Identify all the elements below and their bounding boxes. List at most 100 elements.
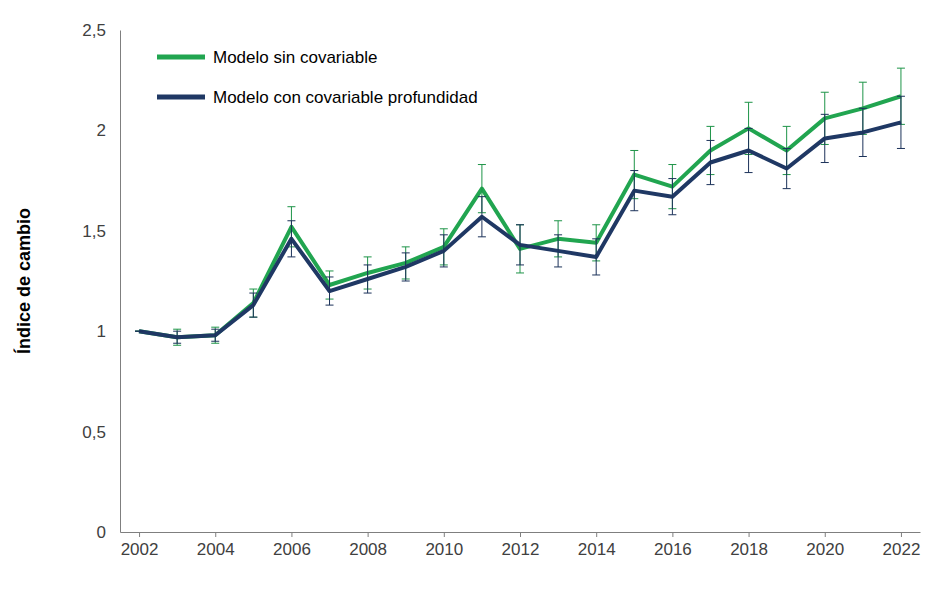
- error-bar: [554, 235, 562, 267]
- x-tick-mark: [749, 532, 750, 537]
- error-bar-cap: [173, 345, 181, 346]
- error-bar-cap: [554, 234, 562, 235]
- legend-swatch: [157, 55, 205, 60]
- error-bar-cap: [554, 266, 562, 267]
- x-tick-mark: [291, 532, 292, 537]
- error-bar-cap: [668, 214, 676, 215]
- x-tick: 2016: [654, 532, 692, 559]
- error-bar-stem: [177, 331, 178, 343]
- x-tick-mark: [444, 532, 445, 537]
- error-bar-cap: [211, 327, 219, 328]
- error-bar-cap: [364, 256, 372, 257]
- error-bar-cap: [364, 264, 372, 265]
- error-bar-cap: [135, 331, 143, 332]
- y-axis-line: [120, 31, 121, 533]
- error-bar: [630, 171, 638, 211]
- series-line: [139, 96, 901, 337]
- error-bar-cap: [135, 331, 143, 332]
- x-tick-label: 2012: [502, 540, 540, 559]
- error-bar-stem: [862, 108, 863, 156]
- x-tick: 2022: [883, 532, 921, 559]
- y-tick: 1,5: [82, 222, 120, 241]
- error-bar-cap: [630, 210, 638, 211]
- error-bar: [706, 140, 714, 184]
- error-bar-cap: [897, 68, 905, 69]
- error-bar-stem: [900, 96, 901, 148]
- error-bar: [745, 128, 753, 172]
- error-bar-stem: [481, 197, 482, 237]
- x-tick-mark: [215, 532, 216, 537]
- x-tick: 2014: [578, 532, 616, 559]
- y-tick-label: 2: [97, 121, 106, 140]
- x-tick: 2006: [273, 532, 311, 559]
- error-bar-cap: [821, 162, 829, 163]
- error-bar-cap: [402, 246, 410, 247]
- error-bar-cap: [249, 293, 257, 294]
- error-bar: [592, 239, 600, 275]
- error-bar: [897, 96, 905, 148]
- x-tick-label: 2010: [425, 540, 463, 559]
- x-tick: 2002: [121, 532, 159, 559]
- error-bar-cap: [516, 272, 524, 273]
- error-bar-cap: [326, 305, 334, 306]
- x-tick-label: 2018: [730, 540, 768, 559]
- error-bar-cap: [859, 108, 867, 109]
- legend-swatch: [157, 95, 205, 100]
- error-bar-stem: [405, 253, 406, 281]
- error-bar-cap: [287, 206, 295, 207]
- error-bar-cap: [745, 128, 753, 129]
- error-bar-stem: [291, 221, 292, 257]
- error-bar: [364, 265, 372, 293]
- x-tick: 2010: [425, 532, 463, 559]
- error-bar-cap: [249, 289, 257, 290]
- x-tick: 2012: [502, 532, 540, 559]
- y-tick: 0: [97, 523, 120, 542]
- error-bar-stem: [443, 235, 444, 267]
- error-bar-cap: [135, 331, 143, 332]
- error-bar-stem: [520, 225, 521, 273]
- x-tick-mark: [139, 532, 140, 537]
- x-tick-mark: [672, 532, 673, 537]
- y-axis: 00,511,522,5: [82, 21, 120, 542]
- x-tick-label: 2002: [121, 540, 159, 559]
- error-bar-cap: [440, 234, 448, 235]
- plot-area: 00,511,522,52002200420062008201020122014…: [82, 21, 920, 559]
- series-group: [135, 68, 905, 345]
- error-bar-cap: [249, 317, 257, 318]
- error-bar-cap: [516, 224, 524, 225]
- legend-label: Modelo con covariable profundidad: [213, 88, 478, 107]
- error-bar-cap: [706, 126, 714, 127]
- error-bar: [135, 331, 143, 332]
- error-bars: [135, 68, 905, 345]
- error-bar: [326, 277, 334, 305]
- error-bar-cap: [478, 164, 486, 165]
- y-tick-label: 1,5: [82, 222, 106, 241]
- error-bar-stem: [596, 239, 597, 275]
- error-bar-cap: [554, 220, 562, 221]
- x-tick-label: 2014: [578, 540, 616, 559]
- y-tick-label: 2,5: [82, 21, 106, 40]
- error-bar-cap: [592, 224, 600, 225]
- error-bar-stem: [786, 148, 787, 188]
- error-bar-cap: [706, 184, 714, 185]
- error-bar-cap: [211, 341, 219, 342]
- error-bar: [135, 331, 143, 332]
- x-tick: 2008: [349, 532, 387, 559]
- x-tick: 2020: [806, 532, 844, 559]
- x-tick-mark: [368, 532, 369, 537]
- error-bar-stem: [215, 329, 216, 341]
- x-tick: 2004: [197, 532, 235, 559]
- legend-item: Modelo con covariable profundidad: [157, 88, 478, 107]
- error-bar-cap: [326, 276, 334, 277]
- error-bar-stem: [329, 277, 330, 305]
- error-bar: [249, 293, 257, 317]
- error-bar: [783, 148, 791, 188]
- error-bar-cap: [440, 266, 448, 267]
- error-bar: [668, 179, 676, 215]
- error-bar-cap: [211, 343, 219, 344]
- error-bar-cap: [897, 96, 905, 97]
- legend: Modelo sin covariableModelo con covariab…: [157, 48, 478, 107]
- error-bar: [516, 225, 524, 265]
- error-bar-cap: [592, 274, 600, 275]
- error-bar-cap: [364, 293, 372, 294]
